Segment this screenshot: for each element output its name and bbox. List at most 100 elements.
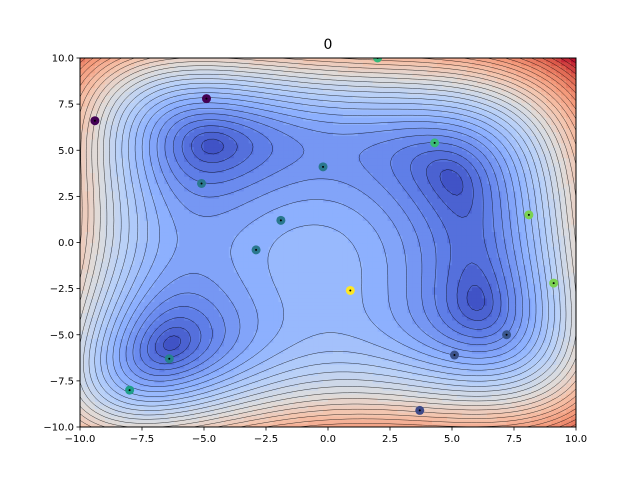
contour-cell bbox=[417, 342, 423, 347]
contour-cell bbox=[278, 371, 284, 376]
contour-cell bbox=[283, 264, 289, 269]
contour-cell bbox=[432, 375, 438, 380]
contour-cell bbox=[164, 275, 170, 280]
contour-cell bbox=[352, 275, 359, 280]
contour-cell bbox=[437, 297, 443, 303]
contour-cell bbox=[223, 319, 230, 325]
contour-cell bbox=[561, 364, 567, 369]
contour-cell bbox=[139, 356, 146, 362]
contour-cell bbox=[407, 294, 413, 299]
contour-cell bbox=[561, 323, 567, 328]
contour-cell bbox=[238, 342, 245, 347]
contour-cell bbox=[506, 408, 513, 413]
contour-cell bbox=[288, 379, 294, 384]
contour-cell bbox=[204, 308, 210, 314]
contour-cell bbox=[184, 290, 190, 295]
contour-cell bbox=[228, 286, 235, 292]
contour-cell bbox=[536, 323, 542, 328]
contour-cell bbox=[263, 323, 270, 328]
contour-cell bbox=[377, 423, 384, 427]
contour-cell bbox=[486, 301, 493, 306]
contour-cell bbox=[397, 334, 403, 340]
contour-cell bbox=[452, 275, 458, 280]
contour-cell bbox=[476, 345, 483, 351]
contour-cell bbox=[362, 342, 369, 347]
contour-cell bbox=[466, 264, 473, 269]
contour-cell bbox=[422, 279, 428, 284]
contour-cell bbox=[273, 260, 279, 266]
contour-cell bbox=[268, 415, 275, 421]
contour-cell bbox=[407, 323, 413, 328]
contour-cell bbox=[407, 272, 413, 277]
contour-cell bbox=[298, 242, 304, 247]
contour-cell bbox=[293, 390, 299, 395]
contour-cell bbox=[511, 397, 518, 402]
contour-cell bbox=[154, 371, 160, 376]
contour-cell bbox=[109, 390, 116, 395]
contour-cell bbox=[417, 353, 423, 358]
contour-cell bbox=[452, 360, 458, 365]
contour-cell bbox=[372, 290, 379, 295]
contour-cell bbox=[184, 408, 190, 413]
contour-cell bbox=[164, 412, 170, 417]
contour-cell bbox=[238, 260, 245, 266]
contour-cell bbox=[516, 367, 523, 373]
contour-cell bbox=[303, 249, 309, 255]
contour-cell bbox=[208, 342, 215, 347]
contour-cell bbox=[501, 423, 508, 427]
contour-cell bbox=[268, 283, 275, 288]
contour-cell bbox=[278, 316, 284, 321]
contour-cell bbox=[283, 408, 289, 413]
contour-cell bbox=[571, 345, 576, 351]
contour-cell bbox=[531, 367, 537, 373]
contour-cell bbox=[382, 423, 389, 427]
contour-cell bbox=[233, 290, 240, 295]
contour-cell bbox=[466, 356, 473, 362]
contour-cell bbox=[491, 364, 498, 369]
contour-cell bbox=[506, 290, 513, 295]
contour-cell bbox=[496, 397, 503, 402]
contour-cell bbox=[189, 242, 195, 247]
contour-cell bbox=[541, 353, 547, 358]
contour-cell bbox=[412, 312, 418, 317]
contour-cell bbox=[556, 305, 562, 310]
contour-cell bbox=[367, 297, 374, 303]
contour-cell bbox=[159, 260, 165, 266]
contour-cell bbox=[223, 331, 230, 336]
contour-cell bbox=[288, 264, 294, 269]
contour-cell bbox=[442, 242, 448, 247]
contour-cell bbox=[422, 264, 428, 269]
contour-cell bbox=[496, 290, 503, 295]
contour-cell bbox=[357, 349, 364, 354]
contour-cell bbox=[362, 353, 369, 358]
contour-cell bbox=[481, 283, 488, 288]
contour-cell bbox=[347, 301, 354, 306]
contour-cell bbox=[347, 268, 354, 273]
contour-cell bbox=[367, 342, 374, 347]
contour-cell bbox=[452, 412, 458, 417]
contour-cell bbox=[352, 364, 359, 369]
contour-cell bbox=[412, 401, 418, 406]
contour-cell bbox=[328, 364, 334, 369]
contour-cell bbox=[506, 412, 513, 417]
contour-cell bbox=[169, 423, 175, 427]
contour-cell bbox=[466, 353, 473, 358]
contour-cell bbox=[476, 268, 483, 273]
contour-cell bbox=[352, 316, 359, 321]
contour-cell bbox=[273, 419, 279, 424]
contour-cell bbox=[253, 367, 260, 373]
contour-cell bbox=[437, 290, 443, 295]
contour-cell bbox=[432, 275, 438, 280]
contour-cell bbox=[332, 364, 339, 369]
contour-cell bbox=[208, 246, 215, 251]
contour-cell bbox=[243, 415, 250, 421]
contour-cell bbox=[427, 305, 433, 310]
contour-cell bbox=[372, 419, 379, 424]
contour-cell bbox=[328, 390, 334, 395]
contour-cell bbox=[571, 367, 576, 373]
contour-cell bbox=[119, 345, 126, 351]
contour-cell bbox=[551, 268, 557, 273]
contour-cell bbox=[174, 390, 180, 395]
contour-cell bbox=[159, 249, 165, 255]
contour-cell bbox=[392, 331, 399, 336]
